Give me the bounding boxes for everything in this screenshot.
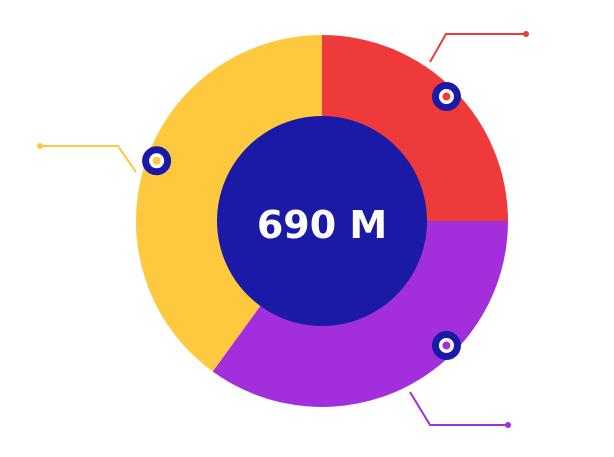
callout-line-3 bbox=[40, 145, 137, 173]
callout-end-dot-1 bbox=[523, 31, 529, 37]
center-value-label: 690 M bbox=[257, 203, 387, 247]
callout-line-1 bbox=[429, 33, 526, 63]
callout-1 bbox=[429, 31, 529, 112]
callout-marker-core-1 bbox=[442, 92, 451, 101]
callout-3 bbox=[37, 143, 172, 176]
callouts-layer bbox=[37, 31, 529, 428]
callout-marker-core-3 bbox=[152, 156, 161, 165]
callout-marker-core-2 bbox=[442, 341, 451, 350]
center-disc bbox=[217, 116, 427, 326]
callout-line-2 bbox=[409, 391, 508, 426]
callout-end-dot-3 bbox=[37, 143, 43, 149]
callout-end-dot-2 bbox=[505, 422, 511, 428]
callout-2 bbox=[409, 330, 511, 428]
